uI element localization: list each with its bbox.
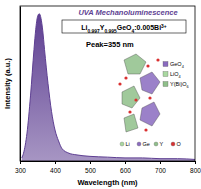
plot-frame: [20, 6, 195, 161]
atom-key: [171, 142, 175, 146]
y-axis-title: Intensity (a.u.): [3, 58, 12, 109]
atom-label: Li: [126, 141, 130, 147]
text-part: 0.997: [88, 28, 101, 33]
x-tick: 500: [85, 161, 96, 174]
legend-box: [62, 20, 186, 33]
inset-label: LiO4: [170, 71, 182, 79]
spectrum-line: [22, 14, 195, 160]
atom-label: O: [177, 141, 182, 147]
inset-key: [163, 72, 168, 77]
x-tick: 800: [190, 161, 201, 174]
text-part: 0.995: [104, 28, 117, 33]
peak-annotation: Peak=355 nm: [86, 40, 134, 49]
text-part: GeO: [117, 24, 132, 31]
inset-key: [163, 62, 168, 67]
inset-label: Y(Bi)O6: [170, 81, 189, 89]
polyhedron: [140, 102, 160, 126]
atom: [134, 98, 137, 101]
x-axis-line: [21, 162, 196, 165]
chart: 300 400 500 600 700 800 Wavelength (nm) Intensi…: [0, 0, 201, 189]
x-tick: 600: [120, 161, 131, 174]
x-axis-title: Wavelength (nm): [77, 178, 138, 187]
x-tick: 400: [50, 161, 61, 174]
atom-key: [154, 142, 158, 146]
x-tick-label: 400: [50, 167, 61, 174]
inset-key: [163, 82, 168, 87]
text-part: GeO: [170, 61, 182, 67]
plot-area: [22, 14, 195, 161]
atom-label: Ge: [143, 141, 150, 147]
atom: [156, 58, 159, 61]
text-part: 4: [182, 65, 185, 69]
x-tick-label: 500: [85, 167, 96, 174]
x-tick-mark: [195, 161, 196, 164]
polyhedron: [140, 72, 160, 94]
spectrum-area: [22, 14, 195, 161]
x-tick-mark: [90, 161, 91, 164]
polyhedron: [124, 54, 146, 74]
atom-label: Y: [160, 141, 164, 147]
text-part: 6: [187, 85, 189, 89]
x-tick-label: 300: [15, 167, 26, 174]
x-tick-mark: [55, 161, 56, 164]
text-part: 4: [179, 75, 182, 79]
atom-key: [137, 142, 141, 146]
x-tick-mark: [125, 161, 126, 164]
x-tick: 300: [15, 161, 26, 174]
x-axis: 300 400 500 600 700 800: [15, 161, 201, 174]
polyhedron: [122, 86, 140, 108]
title: UVA Mechanoluminescence: [78, 8, 177, 17]
atom-key: [120, 142, 124, 146]
x-tick-label: 600: [120, 167, 131, 174]
text-part: 3+: [161, 23, 167, 28]
polyhedron: [124, 114, 138, 132]
atom: [124, 76, 127, 79]
crystal-inset: GeO4LiO4Y(Bi)O6LiGeYO: [118, 54, 188, 147]
x-tick-label: 800: [190, 167, 201, 174]
legend: Li0.997Y0.995GeO4:0.005Bi3+: [62, 20, 186, 33]
atom: [146, 64, 149, 67]
legend-label: Li0.997Y0.995GeO4:0.005Bi3+: [81, 23, 167, 33]
atom: [144, 128, 147, 131]
x-tick-label: 700: [155, 167, 166, 174]
atom: [128, 110, 131, 113]
text-part: Bi: [154, 24, 161, 31]
atom: [118, 82, 121, 85]
text-part: 0.005: [137, 24, 155, 31]
atom: [148, 96, 151, 99]
x-tick-mark: [160, 161, 161, 164]
x-tick: 700: [155, 161, 166, 174]
inset-label: GeO4: [170, 61, 185, 69]
